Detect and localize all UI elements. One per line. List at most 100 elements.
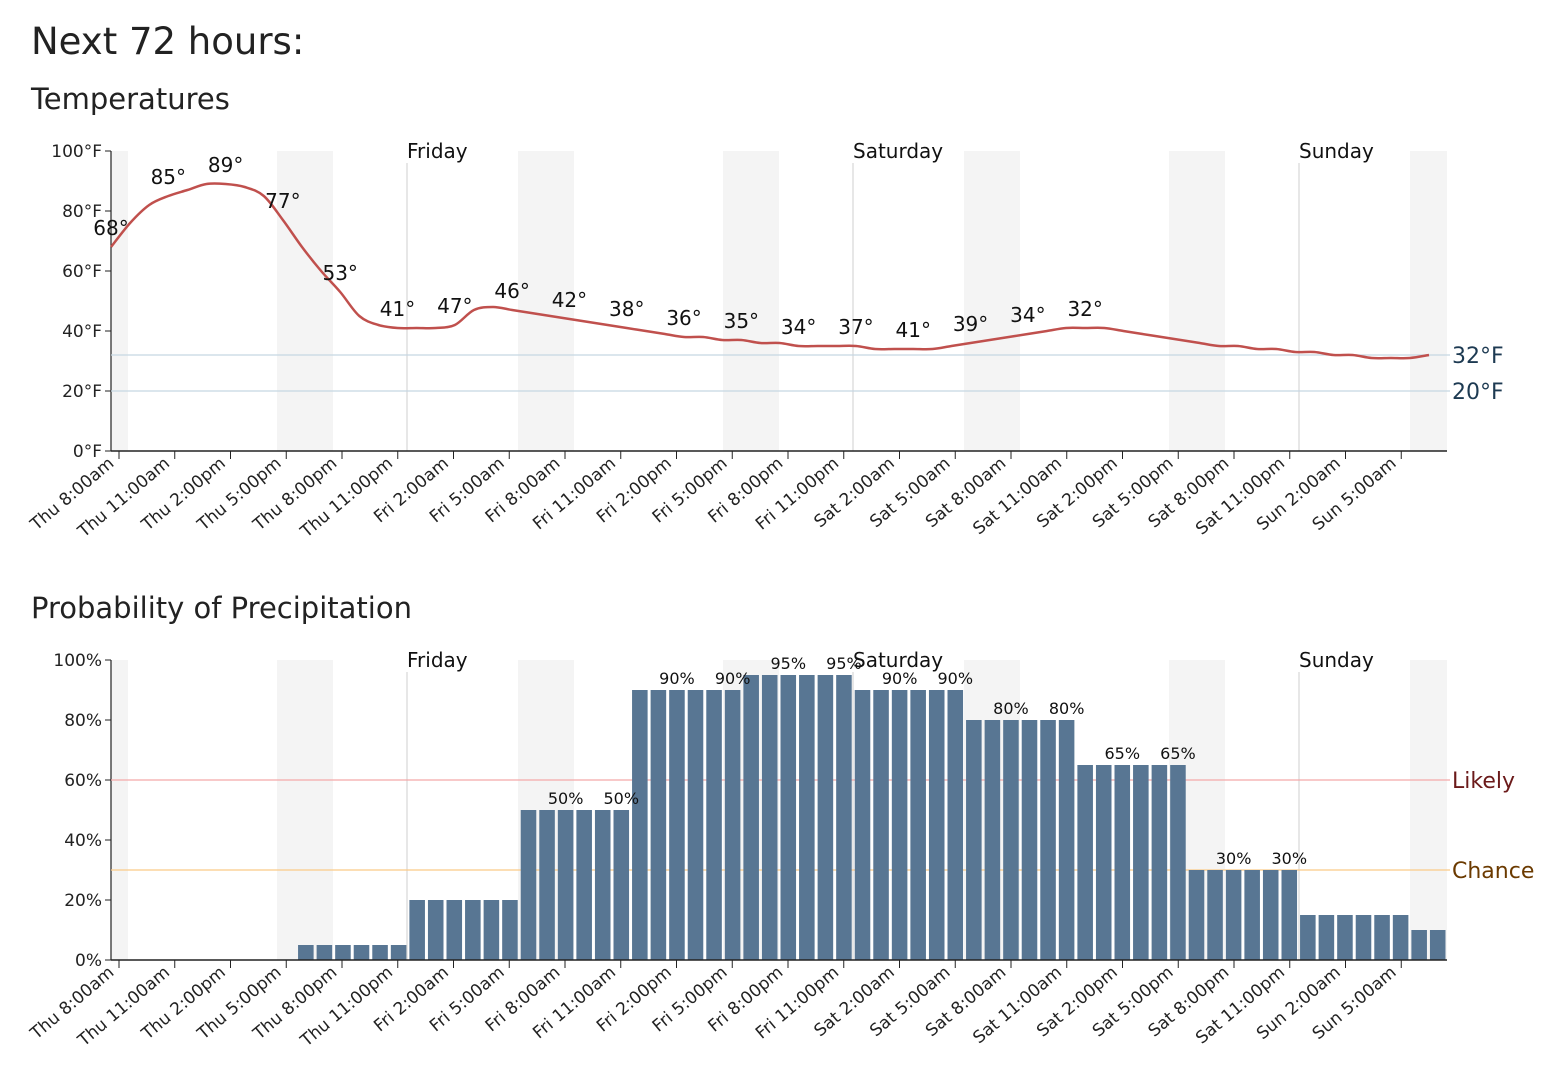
temperature-value-label: 41°: [380, 297, 415, 321]
precipitation-bar: [1225, 870, 1242, 960]
y-tick-label: 0%: [75, 951, 102, 971]
y-tick-label: 20°F: [62, 382, 102, 402]
precipitation-bar: [520, 810, 537, 960]
temperature-value-label: 46°: [494, 279, 529, 303]
precipitation-bar: [1392, 915, 1409, 960]
precipitation-bar: [502, 900, 518, 960]
precipitation-bar: [446, 900, 463, 960]
precipitation-bar: [928, 690, 945, 960]
precipitation-bar: [706, 690, 722, 960]
precipitation-bar: [947, 690, 964, 960]
precipitation-bar: [427, 900, 444, 960]
y-tick-label: 40°F: [62, 322, 102, 342]
precipitation-bar: [409, 900, 425, 960]
y-tick-label: 100°F: [51, 142, 102, 162]
precipitation-bar: [891, 690, 908, 960]
precipitation-bar: [1411, 930, 1427, 960]
night-band: [1410, 151, 1447, 451]
precipitation-value-label: 65%: [1160, 744, 1196, 763]
night-band: [111, 151, 128, 451]
precipitation-bar: [873, 690, 889, 960]
temperature-value-label: 38°: [609, 297, 644, 321]
precipitation-bar: [316, 945, 333, 960]
precipitation-bar: [836, 675, 852, 960]
precipitation-bar: [576, 810, 592, 960]
precipitation-bar: [984, 720, 1001, 960]
day-label: Friday: [407, 139, 468, 163]
y-tick-label: 60%: [64, 771, 102, 791]
temperature-value-label: 36°: [666, 306, 701, 330]
precipitation-bar: [650, 690, 667, 960]
y-tick-label: 60°F: [62, 262, 102, 282]
temperature-value-label: 39°: [953, 312, 988, 336]
night-band: [1410, 660, 1447, 960]
precipitation-bar: [743, 675, 759, 960]
precipitation-bar: [390, 945, 407, 960]
temperatures-section-title: Temperatures: [31, 82, 230, 116]
precipitation-bar: [594, 810, 611, 960]
precipitation-chart: 0% 20% 40% 60% 80% 100% Friday Saturday Sunday Li…: [26, 648, 1534, 1052]
precipitation-bar: [724, 690, 741, 960]
day-label: Sunday: [1299, 139, 1374, 163]
precipitation-bar: [1337, 915, 1353, 960]
precipitation-bar: [1151, 765, 1168, 960]
precipitation-bar: [1058, 720, 1075, 960]
precipitation-bar: [353, 945, 370, 960]
temperature-value-label: 68°: [93, 216, 128, 240]
reference-line-label: 32°F: [1452, 344, 1504, 369]
precipitation-bar: [780, 675, 797, 960]
precipitation-bar: [761, 675, 778, 960]
precipitation-bar: [539, 810, 555, 960]
precipitation-bar: [687, 690, 704, 960]
y-tick-label: 40%: [64, 831, 102, 851]
y-tick-label: 20%: [64, 891, 102, 911]
precipitation-value-label: 30%: [1271, 849, 1307, 868]
temperature-value-label: 77°: [265, 189, 300, 213]
y-tick-label: 0°F: [73, 442, 102, 462]
precipitation-bar: [298, 945, 314, 960]
night-band: [964, 151, 1020, 451]
precipitation-value-label: 90%: [715, 669, 751, 688]
precipitation-bar: [966, 720, 982, 960]
precipitation-bar: [1095, 765, 1112, 960]
precipitation-value-label: 50%: [548, 789, 584, 808]
night-band: [277, 151, 333, 451]
precipitation-bar: [1355, 915, 1372, 960]
precipitation-bar: [854, 690, 871, 960]
temperature-value-label: 37°: [838, 315, 873, 339]
night-band: [518, 151, 574, 451]
y-tick-label: 80%: [64, 711, 102, 731]
day-label: Friday: [407, 648, 468, 672]
precipitation-bar: [1244, 870, 1260, 960]
precipitation-bar: [1374, 915, 1390, 960]
precipitation-value-label: 90%: [882, 669, 918, 688]
precipitation-bar: [1021, 720, 1038, 960]
temperature-value-label: 53°: [322, 261, 357, 285]
precipitation-bar: [1207, 870, 1223, 960]
reference-line-label: Likely: [1452, 769, 1515, 794]
precipitation-bar: [799, 675, 815, 960]
page-title: Next 72 hours:: [31, 20, 305, 63]
temperature-value-label: 34°: [1010, 303, 1045, 327]
precipitation-value-label: 30%: [1216, 849, 1252, 868]
precipitation-bar: [1188, 870, 1205, 960]
precipitation-bar: [632, 690, 648, 960]
night-band: [111, 660, 128, 960]
precipitation-bar: [910, 690, 926, 960]
temperature-value-label: 42°: [552, 288, 587, 312]
temperature-value-label: 41°: [896, 318, 931, 342]
precipitation-value-label: 90%: [937, 669, 973, 688]
precipitation-bar: [1040, 720, 1056, 960]
precipitation-bar: [1077, 765, 1093, 960]
precipitation-bar: [1318, 915, 1335, 960]
precipitation-value-label: 95%: [770, 654, 806, 673]
precipitation-bar: [1281, 870, 1298, 960]
precipitation-bar: [1003, 720, 1019, 960]
y-tick-label: 100%: [53, 651, 102, 671]
day-label: Sunday: [1299, 648, 1374, 672]
temperature-value-label: 35°: [724, 309, 759, 333]
precipitation-bar: [483, 900, 500, 960]
precipitation-bar: [1300, 915, 1316, 960]
precipitation-value-label: 90%: [659, 669, 695, 688]
precipitation-bar: [1429, 930, 1446, 960]
